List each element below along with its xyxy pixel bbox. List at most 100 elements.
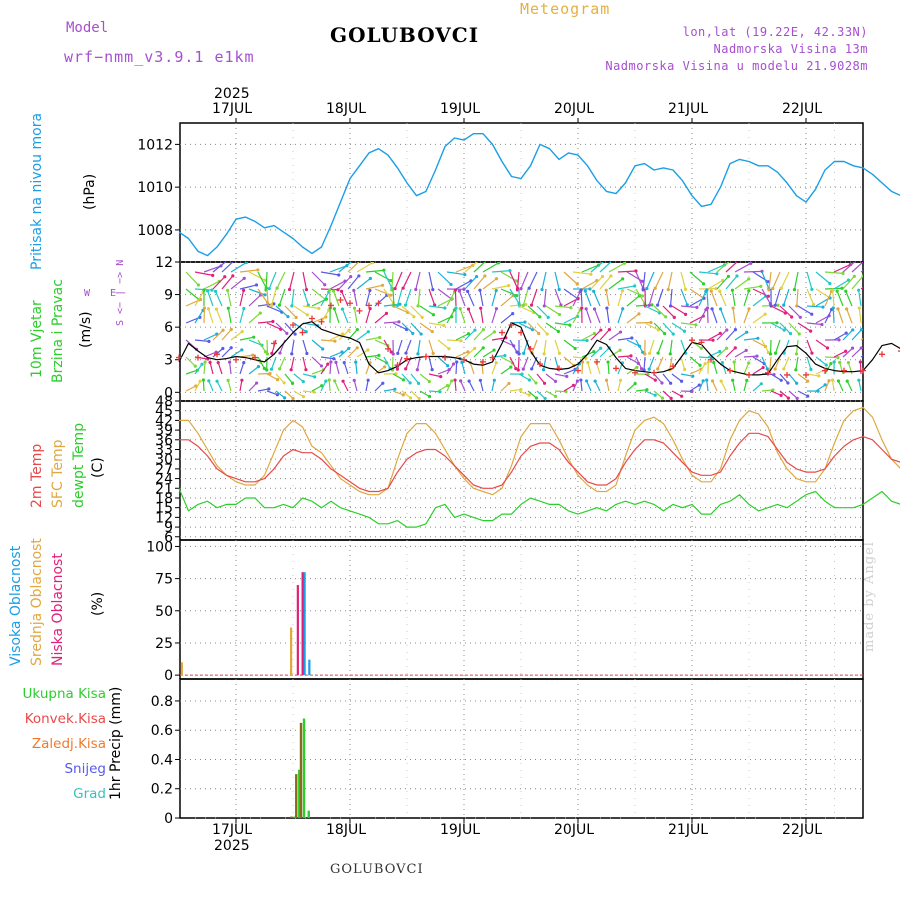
wind-arrow-head	[660, 381, 664, 385]
wind-arrow	[455, 351, 469, 358]
wind-arrow-head	[349, 275, 353, 279]
wind-arrow-head	[792, 288, 797, 292]
wind-arrow-head	[255, 381, 259, 385]
wind-arrow-head	[604, 378, 609, 382]
wind-arrow-head	[522, 351, 526, 355]
wind-arrow-head	[656, 367, 660, 371]
wind-arrow-head	[705, 306, 710, 310]
wind-arrow	[410, 305, 423, 318]
wind-arrow	[545, 305, 560, 316]
wind-arrow-head	[592, 350, 596, 354]
ytick-label-2-2: 12	[155, 510, 173, 526]
wind-arrow-head	[609, 274, 613, 278]
wind-arrow-head	[202, 288, 206, 292]
wind-arrow-head	[460, 360, 464, 365]
wind-arrow-head	[557, 312, 562, 317]
gust-marker	[803, 371, 809, 378]
wind-arrow-head	[447, 347, 451, 351]
wind-arrow	[239, 269, 258, 273]
wind-arrow	[779, 322, 791, 335]
wind-arrow-head	[301, 395, 306, 399]
wind-arrow-head	[275, 393, 279, 397]
gust-marker	[689, 337, 695, 344]
wind-arrow-head	[347, 328, 351, 332]
wind-arrow	[212, 262, 227, 273]
wind-arrow	[837, 308, 844, 324]
wind-arrow-head	[607, 328, 611, 332]
wind-arrow-head	[794, 368, 798, 372]
wind-arrow-head	[618, 378, 623, 382]
wind-arrow-head	[875, 262, 878, 265]
wind-arrow-head	[573, 346, 577, 351]
wind-arrow-head	[206, 307, 211, 311]
wind-arrow-head	[542, 352, 546, 356]
bottom-date-22: 22JUL	[782, 822, 822, 838]
wind-arrow-head	[466, 307, 471, 311]
wind-arrow	[617, 380, 622, 392]
wind-arrow-head	[242, 306, 246, 311]
wind-arrow	[509, 288, 520, 304]
wind-arrow	[329, 361, 332, 375]
wind-arrow	[572, 291, 581, 307]
wind-arrow-head	[765, 367, 769, 371]
wind-arrow-head	[263, 350, 268, 354]
wind-arrow	[635, 339, 644, 353]
wind-arrow-head	[763, 312, 767, 316]
wind-arrow-head	[196, 283, 201, 287]
wind-arrow	[554, 305, 571, 309]
wind-arrow-head	[621, 277, 625, 281]
wind-arrow	[293, 305, 308, 316]
wind-arrow-head	[725, 328, 729, 332]
wind-arrow	[824, 309, 833, 324]
wind-arrow-head	[859, 328, 863, 332]
wind-arrow	[302, 305, 319, 309]
wind-arrow-head	[857, 306, 861, 310]
wind-arrow-head	[509, 365, 513, 369]
panel-frame-2	[179, 400, 864, 541]
wind-arrow	[347, 275, 360, 290]
ytick-label-4-4: 0.8	[151, 694, 173, 710]
wind-arrow-head	[779, 378, 783, 382]
wind-arrow	[392, 373, 404, 381]
wind-arrow	[768, 271, 772, 290]
wind-arrow-head	[719, 379, 723, 383]
gust-marker	[328, 302, 334, 309]
wind-arrow-field	[185, 262, 878, 401]
precip-bar	[298, 769, 301, 818]
wind-arrow	[365, 308, 371, 324]
wind-arrow-head	[357, 274, 361, 278]
wind-arrow-head	[618, 348, 622, 352]
wind-arrow-head	[340, 307, 345, 311]
wind-arrow-head	[515, 293, 519, 298]
wind-arrow-head	[453, 378, 457, 382]
wind-arrow-head	[537, 331, 541, 336]
wind-arrow	[311, 288, 326, 300]
wind-arrow-head	[698, 363, 702, 367]
bottom-date-17: 17JUL	[212, 822, 252, 838]
wind-arrow	[851, 329, 862, 341]
wind-arrow	[454, 289, 457, 307]
wind-arrow	[725, 347, 736, 358]
wind-arrow	[284, 373, 293, 384]
wind-arrow	[698, 380, 704, 392]
wind-speed-line	[178, 321, 900, 376]
wind-arrow	[590, 276, 603, 290]
wind-arrow	[824, 287, 843, 290]
wind-arrow-head	[393, 387, 397, 391]
wind-arrow	[458, 290, 466, 307]
wind-arrow	[770, 390, 782, 396]
wind-arrow-head	[355, 327, 359, 332]
wind-arrow	[563, 315, 578, 324]
wind-arrow	[320, 309, 330, 324]
wind-arrow-head	[836, 307, 840, 311]
ytick-label-2-1: 9	[164, 520, 173, 536]
wind-arrow-head	[592, 307, 597, 311]
wind-arrow-head	[231, 274, 235, 278]
wind-arrow	[599, 329, 610, 341]
wind-arrow-head	[844, 289, 848, 293]
wind-arrow-head	[580, 306, 584, 310]
top-date-20: 20JUL	[554, 101, 594, 117]
wind-arrow	[842, 329, 854, 341]
wind-arrow	[711, 380, 718, 392]
